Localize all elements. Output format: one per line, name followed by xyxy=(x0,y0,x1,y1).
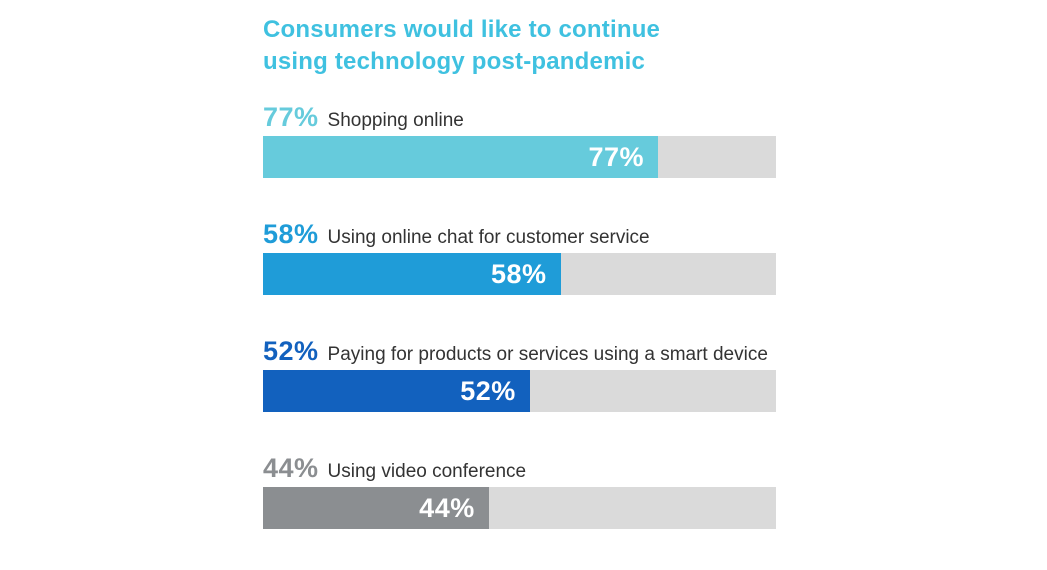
bar-value-label: 58% xyxy=(263,219,319,249)
bar-rows: 77% Shopping online 77% 58% Using online… xyxy=(263,102,776,529)
bar-inside-value: 77% xyxy=(588,141,644,172)
bar-value-label: 77% xyxy=(263,102,319,132)
chart-title: Consumers would like to continue using t… xyxy=(263,14,776,78)
bar-inside-value: 52% xyxy=(460,375,516,406)
bar-fill: 58% xyxy=(263,253,561,295)
bar-row: 77% Shopping online 77% xyxy=(263,102,776,178)
bar-inside-value: 44% xyxy=(419,492,475,523)
bar-chart: Consumers would like to continue using t… xyxy=(263,14,776,570)
bar-track: 58% xyxy=(263,253,776,295)
bar-inside-value: 58% xyxy=(490,258,547,289)
bar-category-label: Shopping online xyxy=(327,110,464,131)
bar-fill: 77% xyxy=(263,136,658,178)
bar-fill: 52% xyxy=(263,370,530,412)
bar-row: 44% Using video conference 44% xyxy=(263,453,776,529)
bar-value-label: 52% xyxy=(263,336,319,366)
chart-title-line-2: using technology post-pandemic xyxy=(263,48,646,75)
bar-value-label: 44% xyxy=(263,453,319,483)
bar-label: 58% Using online chat for customer servi… xyxy=(263,219,776,253)
bar-track: 77% xyxy=(263,136,776,178)
bar-label: 52% Paying for products or services usin… xyxy=(263,336,776,370)
bar-fill: 44% xyxy=(263,487,489,529)
bar-track: 44% xyxy=(263,487,776,529)
bar-track: 52% xyxy=(263,370,776,412)
bar-category-label: Paying for products or services using a … xyxy=(327,344,768,365)
bar-category-label: Using online chat for customer service xyxy=(327,227,650,248)
bar-row: 52% Paying for products or services usin… xyxy=(263,336,776,412)
bar-category-label: Using video conference xyxy=(327,461,527,482)
chart-title-line-1: Consumers would like to continue xyxy=(263,16,661,43)
bar-label: 44% Using video conference xyxy=(263,453,776,487)
bar-label: 77% Shopping online xyxy=(263,102,776,136)
bar-row: 58% Using online chat for customer servi… xyxy=(263,219,776,295)
